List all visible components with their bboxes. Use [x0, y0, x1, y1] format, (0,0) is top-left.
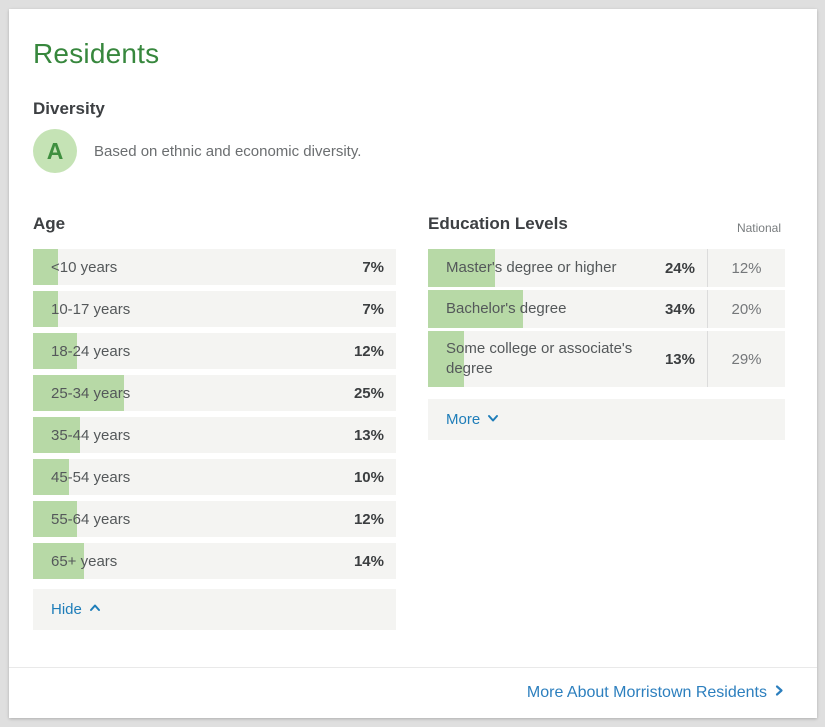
education-header-row: Education Levels National: [428, 213, 785, 235]
age-row: 65+ years 14%: [33, 543, 396, 579]
age-row-label: <10 years: [51, 258, 118, 276]
education-row: Bachelor's degree 34% 20%: [428, 290, 785, 328]
age-row-value: 13%: [353, 426, 384, 444]
age-row-label: 65+ years: [51, 552, 118, 570]
residents-card: Residents Diversity A Based on ethnic an…: [9, 9, 817, 718]
age-row-value: 7%: [362, 300, 384, 318]
age-row-value: 12%: [353, 510, 384, 528]
grade-description: Based on ethnic and economic diversity.: [94, 142, 362, 160]
age-row: 18-24 years 12%: [33, 333, 396, 369]
age-bar: [33, 291, 59, 327]
age-bar: [33, 333, 77, 369]
education-row-label: Bachelor's degree: [446, 300, 567, 317]
age-row-value: 7%: [362, 258, 384, 276]
education-row-value: 13%: [664, 350, 695, 368]
more-toggle-link[interactable]: More: [446, 411, 499, 428]
age-row-label: 45-54 years: [51, 468, 131, 486]
age-row-label: 35-44 years: [51, 426, 131, 444]
education-bar: [428, 249, 495, 287]
age-row: <10 years 7%: [33, 249, 396, 285]
age-heading: Age: [33, 214, 66, 233]
age-toggle-row: Hide: [33, 589, 396, 630]
education-section: Education Levels National Master's degre…: [428, 213, 785, 630]
education-row-national-value: 29%: [707, 331, 785, 387]
page-title: Residents: [33, 38, 160, 69]
hide-toggle-link[interactable]: Hide: [51, 601, 101, 618]
education-row-value: 34%: [664, 300, 695, 318]
age-bar: [33, 501, 77, 537]
age-row: 55-64 years 12%: [33, 501, 396, 537]
education-row-national-value: 20%: [707, 290, 785, 328]
age-bar: [33, 417, 81, 453]
education-row-label: Master's degree or higher: [446, 259, 617, 276]
age-section: Age <10 years 7% 10-17 years 7% 18-24 ye…: [33, 213, 396, 630]
age-row-value: 25%: [353, 384, 384, 402]
card-footer: More About Morristown Residents: [9, 667, 817, 718]
education-row-value: 24%: [664, 259, 695, 277]
education-row-local: Master's degree or higher 24%: [428, 249, 707, 287]
age-bar: [33, 459, 70, 495]
chevron-up-icon: [89, 601, 101, 618]
more-about-residents-label: More About Morristown Residents: [526, 684, 767, 701]
age-row-label: 25-34 years: [51, 384, 131, 402]
education-row: Some college or associate's degree 13% 2…: [428, 331, 785, 387]
age-row-label: 10-17 years: [51, 300, 131, 318]
chevron-down-icon: [487, 411, 499, 428]
age-row: 25-34 years 25%: [33, 375, 396, 411]
more-toggle-label: More: [446, 411, 481, 428]
diversity-heading: Diversity: [33, 99, 105, 118]
grade-badge: A: [33, 129, 77, 173]
education-row-national-value: 12%: [707, 249, 785, 287]
education-row-local: Bachelor's degree 34%: [428, 290, 707, 328]
more-about-residents-link[interactable]: More About Morristown Residents: [527, 684, 785, 702]
education-bar: [428, 331, 465, 387]
national-column-header: National: [736, 221, 781, 235]
education-heading: Education Levels: [428, 214, 568, 233]
chevron-right-icon: [773, 684, 785, 702]
age-row: 35-44 years 13%: [33, 417, 396, 453]
age-bar: [33, 375, 124, 411]
diversity-grade-row: A Based on ethnic and economic diversity…: [33, 129, 785, 173]
age-bar: [33, 543, 84, 579]
stats-columns: Age <10 years 7% 10-17 years 7% 18-24 ye…: [33, 213, 785, 630]
age-row-value: 12%: [353, 342, 384, 360]
age-row-value: 14%: [353, 552, 384, 570]
education-row: Master's degree or higher 24% 12%: [428, 249, 785, 287]
hide-toggle-label: Hide: [51, 601, 82, 618]
age-row-value: 10%: [353, 468, 384, 486]
age-header-row: Age: [33, 213, 396, 235]
education-row-local: Some college or associate's degree 13%: [428, 331, 707, 387]
age-row-label: 18-24 years: [51, 342, 131, 360]
education-row-label: Some college or associate's degree: [446, 340, 633, 377]
age-bar: [33, 249, 59, 285]
age-row-label: 55-64 years: [51, 510, 131, 528]
age-row: 45-54 years 10%: [33, 459, 396, 495]
education-toggle-row: More: [428, 399, 785, 440]
education-bar: [428, 290, 523, 328]
age-row: 10-17 years 7%: [33, 291, 396, 327]
